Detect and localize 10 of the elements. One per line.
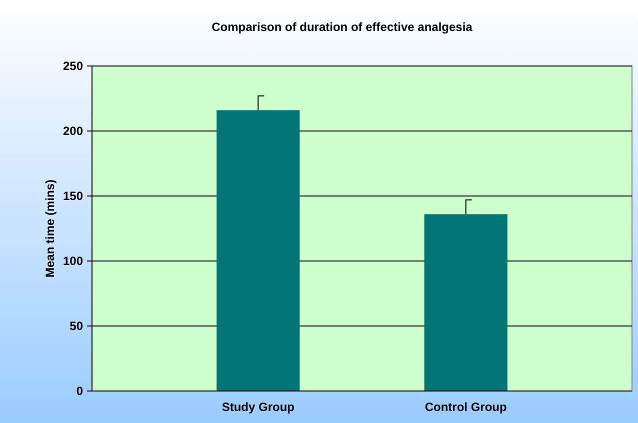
y-tick-label: 150 [62, 189, 84, 204]
chart-title: Comparison of duration of effective analgesia [212, 20, 473, 34]
y-tick-label: 50 [70, 319, 84, 334]
y-tick-label: 200 [62, 124, 84, 138]
y-tick-label: 0 [76, 384, 84, 398]
x-tick-label: Control Group [424, 400, 507, 414]
x-tick-label: Study Group [222, 400, 294, 414]
y-axis-title: Mean time (mins) [43, 179, 57, 278]
y-tick-label: 100 [62, 254, 84, 268]
y-tick-label: 250 [62, 59, 84, 74]
